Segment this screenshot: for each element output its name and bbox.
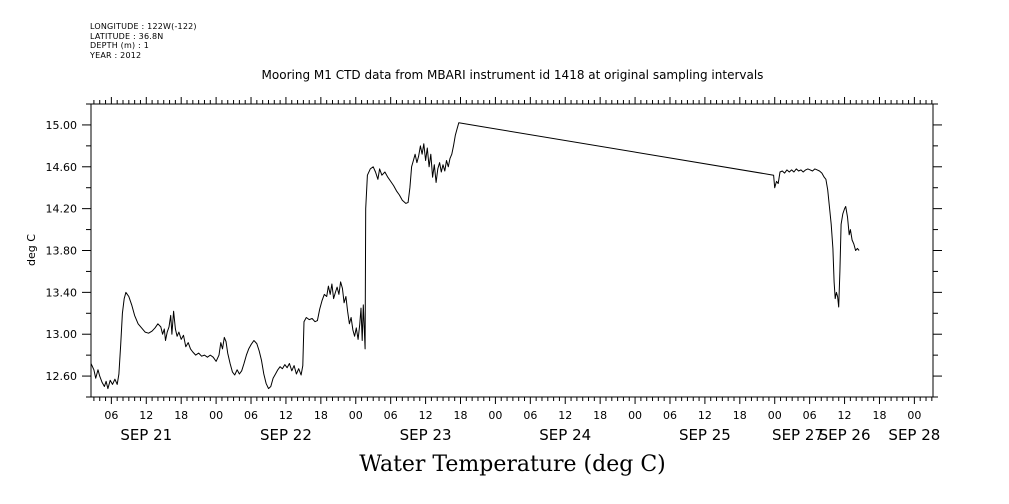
- x-tick-label: 18: [872, 409, 886, 422]
- x-tick-label: 12: [558, 409, 572, 422]
- y-tick-label: 13.80: [46, 245, 78, 258]
- y-axis-label: deg C: [25, 234, 38, 266]
- y-axis: 12.60 13.00 13.40 13.80 14.20 14.60 15.00: [46, 103, 942, 398]
- x-axis-title: Water Temperature (deg C): [359, 452, 666, 477]
- y-tick-label: 12.60: [46, 370, 78, 383]
- depth-text: DEPTH (m) : 1: [90, 41, 149, 50]
- series-line: [90, 122, 860, 390]
- x-tick-label: 00: [628, 409, 642, 422]
- longitude-text: LONGITUDE : 122W(-122): [90, 22, 197, 31]
- x-axis: 06 12 18 00 06 12 18 00 06 12 18 00 06 12 18 00 06 12 18 00…: [104, 409, 940, 444]
- y-tick-label: 13.00: [46, 328, 78, 341]
- x-day-label: SEP 24: [539, 426, 591, 444]
- plot-frame: [90, 103, 934, 398]
- x-day-label: SEP 21: [120, 426, 172, 444]
- latitude-text: LATITUDE : 36.8N: [90, 31, 164, 41]
- x-tick-label: 06: [803, 409, 817, 422]
- x-tick-label: 18: [314, 409, 328, 422]
- series-layer: [90, 122, 860, 390]
- x-day-label: SEP 26: [819, 426, 871, 444]
- x-tick-label: 06: [244, 409, 258, 422]
- x-tick-label: 06: [104, 409, 118, 422]
- x-tick-label: 00: [349, 409, 363, 422]
- x-tick-label: 12: [838, 409, 852, 422]
- year-text: YEAR : 2012: [90, 50, 142, 60]
- metadata-block: LONGITUDE : 122W(-122) LATITUDE : 36.8N …: [90, 22, 197, 60]
- y-tick-label: 14.20: [46, 203, 78, 216]
- x-tick-label: 12: [279, 409, 293, 422]
- x-tick-label: 00: [209, 409, 223, 422]
- x-tick-label: 18: [174, 409, 188, 422]
- x-tick-label: 18: [733, 409, 747, 422]
- x-tick-label: 06: [523, 409, 537, 422]
- x-tick-label: 12: [419, 409, 433, 422]
- x-tick-label: 12: [698, 409, 712, 422]
- x-tick-label: 00: [907, 409, 921, 422]
- x-tick-label: 18: [454, 409, 468, 422]
- x-day-label: SEP 22: [260, 426, 312, 444]
- x-tick-label: 12: [139, 409, 153, 422]
- x-tick-label: 06: [663, 409, 677, 422]
- minor-ticks: [93, 97, 933, 404]
- x-tick-label: 06: [384, 409, 398, 422]
- chart-title: Mooring M1 CTD data from MBARI instrumen…: [261, 68, 764, 82]
- y-tick-label: 13.40: [46, 286, 78, 299]
- x-day-label: SEP 23: [400, 426, 452, 444]
- y-tick-label: 14.60: [46, 161, 78, 174]
- x-tick-label: 00: [768, 409, 782, 422]
- x-tick-label: 00: [488, 409, 502, 422]
- x-day-label: SEP 25: [679, 426, 731, 444]
- x-day-label: SEP 28: [888, 426, 940, 444]
- x-tick-label: 18: [593, 409, 607, 422]
- y-tick-label: 15.00: [46, 119, 78, 132]
- x-day-label: SEP 27: [772, 426, 824, 444]
